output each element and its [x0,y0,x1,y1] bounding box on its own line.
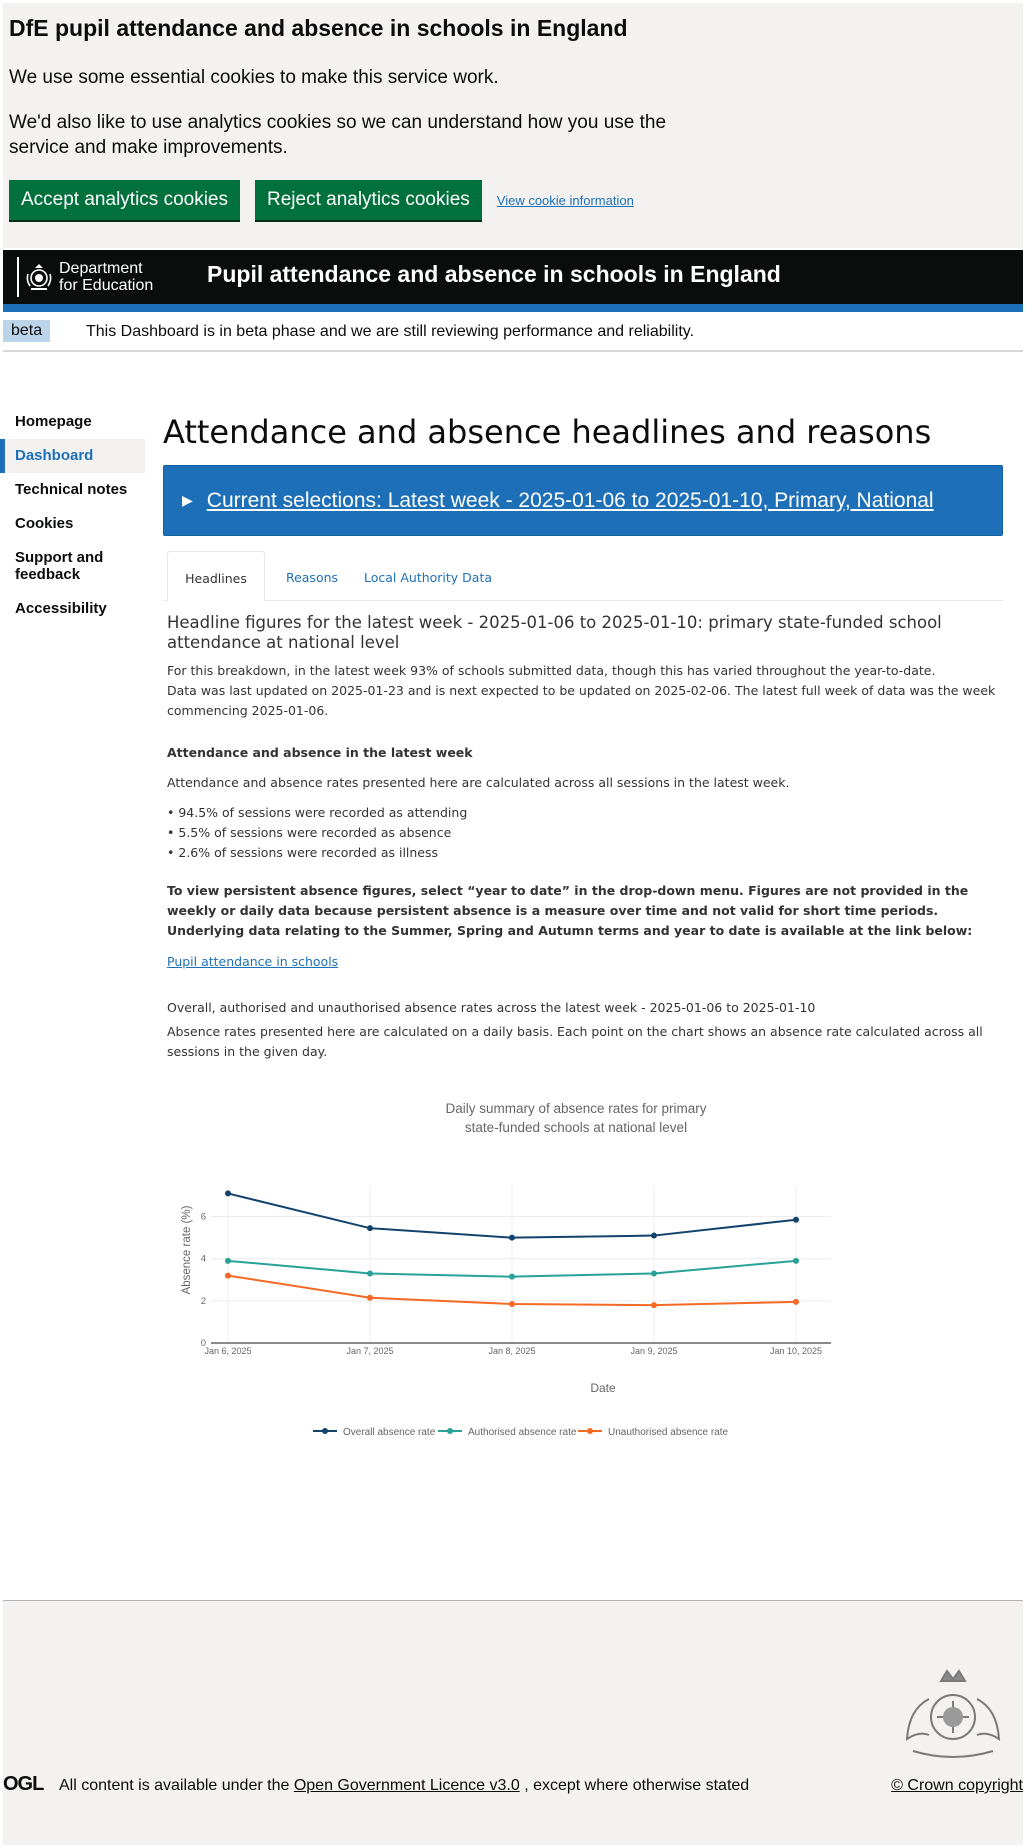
nav-item-cookies[interactable]: Cookies [15,515,74,532]
chart-point[interactable] [367,1294,373,1301]
headline-intro-update: Data was last updated on 2025-01-23 and … [167,683,996,718]
nav-item-homepage[interactable]: Homepage [15,413,92,430]
legend-item-label[interactable]: Authorised absence rate [468,1427,577,1438]
cookie-banner: DfE pupil attendance and absence in scho… [3,3,1023,248]
royal-crest-icon [26,264,52,290]
beta-message: This Dashboard is in beta phase and we a… [86,323,695,340]
chart-point[interactable] [225,1257,231,1264]
cookie-banner-text-essential: We use some essential cookies to make th… [9,67,499,88]
chart-point[interactable] [651,1270,657,1277]
service-name[interactable]: Pupil attendance and absence in schools … [207,261,781,287]
cookie-banner-text-analytics: We'd also like to use analytics cookies … [9,112,667,158]
tab-headlines[interactable]: Headlines [167,551,265,601]
attendance-section-title: Attendance and absence in the latest wee… [167,745,473,760]
nav-item-technical-notes[interactable]: Technical notes [15,481,128,498]
bullet-illness: • 2.6% of sessions were recorded as illn… [167,845,439,860]
dfe-logo[interactable]: Department for Education [17,257,153,297]
headlines-panel: Headline figures for the latest week - 2… [163,613,1003,1062]
chart-y-tick-label: 6 [201,1212,206,1223]
tab-local-authority-data[interactable]: Local Authority Data [363,570,493,585]
licence-prefix: All content is available under the [59,1777,290,1794]
nav-item-support-feedback[interactable]: Support and feedback [15,549,104,583]
header-accent-bar [3,304,1023,312]
legend-item-label[interactable]: Unauthorised absence rate [608,1427,729,1438]
main-content: Attendance and absence headlines and rea… [163,410,1003,1062]
current-selections-label: Current selections: Latest week - 2025-0… [206,488,934,512]
absence-rate-chart-svg: Daily summary of absence rates for prima… [181,1101,831,1438]
persistent-absence-note: To view persistent absence figures, sele… [167,883,973,938]
headline-bullets: • 94.5% of sessions were recorded as att… [167,803,1003,863]
chart-y-tick-label: 0 [201,1338,206,1349]
chart-title-line1: Daily summary of absence rates for prima… [445,1101,706,1116]
chart-title-line2: state-funded schools at national level [465,1120,687,1135]
rates-note: Absence rates presented here are calcula… [167,1024,983,1059]
cookie-actions: Accept analytics cookies Reject analytic… [9,180,1017,220]
ogl-licence-link[interactable]: Open Government Licence v3.0 [293,1777,520,1794]
legend-swatch-point [587,1428,593,1434]
legend-swatch-point [322,1428,328,1434]
chart-x-axis-label: Date [590,1381,616,1395]
chart-x-tick-label: Jan 10, 2025 [770,1346,822,1356]
tab-reasons[interactable]: Reasons [285,570,339,585]
beta-tag: beta [3,320,51,342]
crown-copyright-link[interactable]: © Crown copyright [891,1777,1023,1794]
chart-point[interactable] [225,1272,231,1279]
chart-point[interactable] [509,1301,515,1308]
ogl-logo: OGL [3,1773,44,1795]
current-selections-toggle[interactable]: ▶ Current selections: Latest week - 2025… [163,465,1003,536]
chart-point[interactable] [509,1273,515,1280]
side-navigation: Homepage Dashboard Technical notes Cooki… [0,405,145,626]
triangle-right-icon: ▶ [182,492,193,508]
accept-cookies-button[interactable]: Accept analytics cookies [9,180,240,220]
chart-point[interactable] [793,1257,799,1264]
absence-rate-chart: Daily summary of absence rates for prima… [163,1095,1003,1475]
reject-cookies-button[interactable]: Reject analytics cookies [255,180,482,220]
cookie-banner-title: DfE pupil attendance and absence in scho… [9,15,628,41]
chart-point[interactable] [793,1298,799,1305]
royal-coat-of-arms-icon [905,1669,1001,1758]
chart-point[interactable] [367,1270,373,1277]
chart-point[interactable] [225,1190,231,1197]
bullet-absence: • 5.5% of sessions were recorded as abse… [167,825,452,840]
chart-y-axis-label: Absence rate (%) [181,1205,193,1294]
site-header: Department for Education Pupil attendanc… [3,250,1023,304]
nav-item-accessibility[interactable]: Accessibility [15,600,107,617]
headline-heading: Headline figures for the latest week - 2… [167,613,942,652]
chart-y-tick-label: 2 [201,1296,206,1307]
pupil-attendance-link[interactable]: Pupil attendance in schools [167,954,339,969]
headline-intro-submission: For this breakdown, in the latest week 9… [167,663,936,678]
phase-banner: beta This Dashboard is in beta phase and… [3,312,1023,352]
rates-heading: Overall, authorised and unauthorised abs… [167,1000,816,1015]
chart-x-tick-label: Jan 8, 2025 [488,1346,535,1356]
chart-y-tick-label: 4 [201,1254,206,1265]
licence-suffix: , except where otherwise stated [524,1777,750,1794]
department-name-line2: for Education [59,277,154,294]
licence-text: All content is available under the Open … [59,1777,749,1795]
chart-x-tick-label: Jan 7, 2025 [346,1346,393,1356]
tab-bar: Headlines Reasons Local Authority Data [163,551,1003,601]
page-title: Attendance and absence headlines and rea… [163,413,932,451]
attendance-section-intro: Attendance and absence rates presented h… [167,775,790,790]
chart-point[interactable] [651,1302,657,1309]
view-cookie-info-link[interactable]: View cookie information [496,192,634,208]
chart-point[interactable] [793,1216,799,1223]
chart-point[interactable] [509,1234,515,1241]
chart-x-tick-label: Jan 9, 2025 [630,1346,677,1356]
bullet-attending: • 94.5% of sessions were recorded as att… [167,805,468,820]
legend-item-label[interactable]: Overall absence rate [343,1427,436,1438]
department-name-line1: Department [59,260,143,277]
chart-point[interactable] [367,1225,373,1232]
chart-point[interactable] [651,1232,657,1239]
site-footer: OGL All content is available under the O… [3,1600,1023,1845]
legend-swatch-point [447,1428,453,1434]
nav-item-dashboard[interactable]: Dashboard [0,439,145,473]
department-name: Department for Education [59,260,153,294]
chart-x-tick-label: Jan 6, 2025 [204,1346,251,1356]
